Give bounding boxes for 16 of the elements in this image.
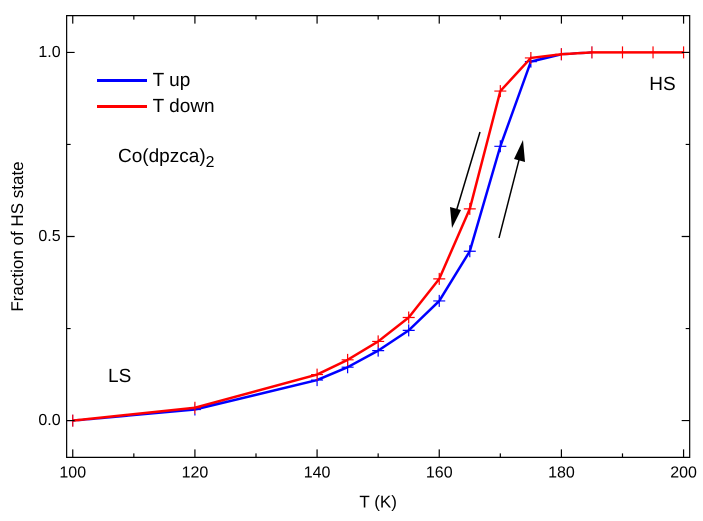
y-axis-title: Fraction of HS state [8, 161, 27, 312]
y-tick-label: 0.5 [38, 228, 61, 245]
x-tick-label: 120 [182, 464, 208, 482]
x-axis-title: T (K) [359, 492, 397, 512]
y-tick-label: 0.0 [38, 412, 61, 429]
x-tick-label: 160 [426, 464, 453, 482]
y-tick-label: 1.0 [38, 44, 61, 61]
x-tick-label: 200 [670, 464, 698, 482]
annotation: Co(dpzca)$_{2}$ [118, 146, 214, 172]
legend-label: T down [152, 94, 215, 119]
annotation: HS [649, 74, 676, 96]
annotation: LS [108, 366, 132, 388]
legend-label: T up [152, 68, 190, 93]
x-tick-label: 180 [548, 464, 575, 482]
x-tick-label: 140 [304, 464, 331, 482]
x-tick-label: 100 [59, 464, 86, 482]
